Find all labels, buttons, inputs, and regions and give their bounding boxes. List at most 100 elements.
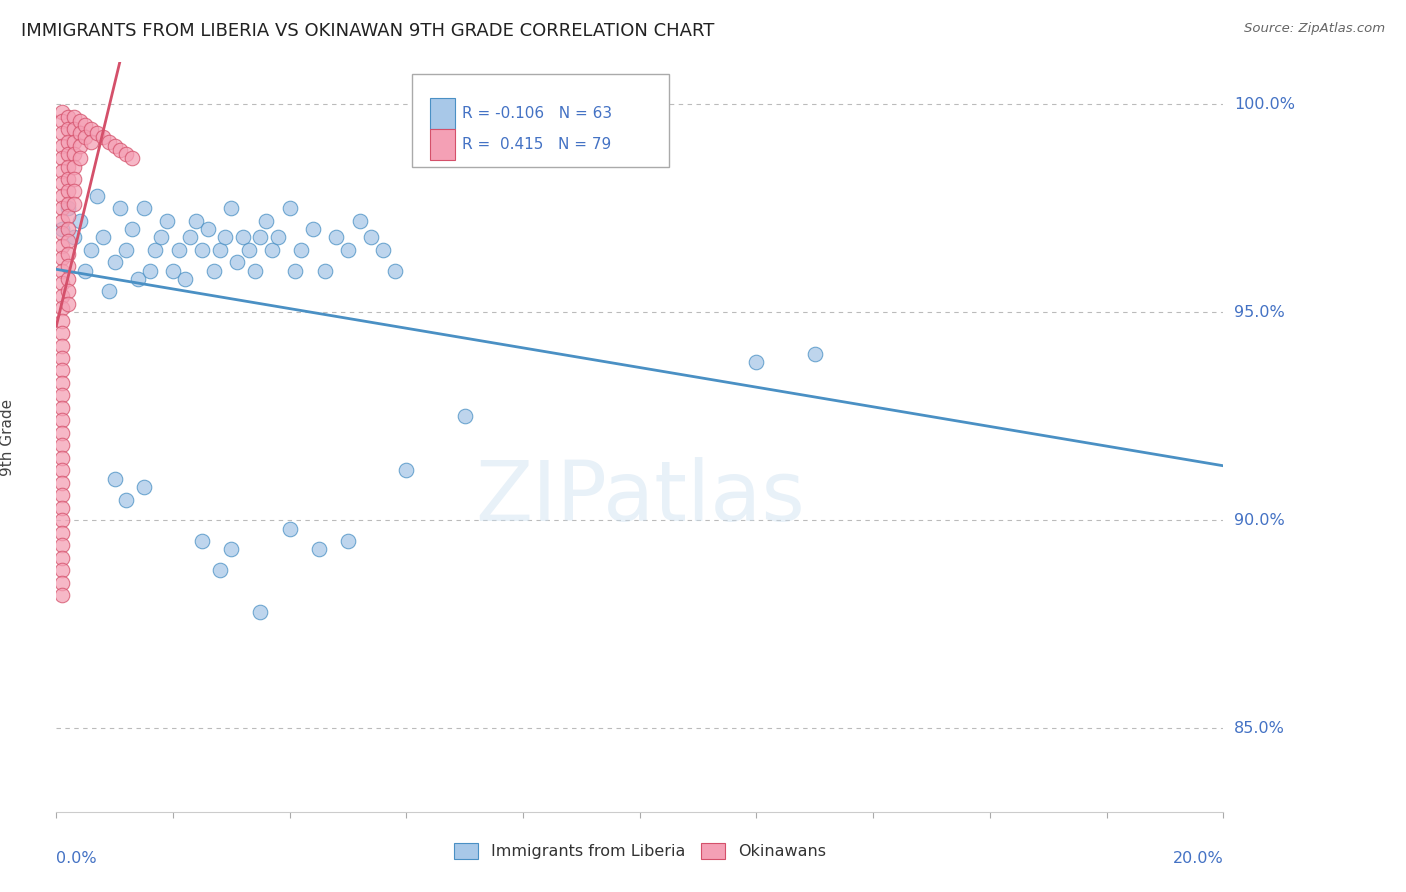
Point — [69, 213, 91, 227]
Point — [80, 135, 103, 149]
Point — [115, 147, 138, 161]
Point — [56, 197, 79, 211]
Point — [278, 522, 301, 536]
Point — [219, 201, 242, 215]
Point — [243, 263, 266, 277]
Text: 0.0%: 0.0% — [56, 851, 97, 865]
Bar — [430, 98, 456, 129]
Point — [51, 450, 73, 465]
Point — [51, 575, 73, 590]
Text: ZIPatlas: ZIPatlas — [475, 457, 804, 538]
Point — [51, 326, 73, 340]
Point — [51, 425, 73, 440]
Point — [56, 160, 79, 174]
Point — [249, 230, 271, 244]
Point — [69, 151, 91, 165]
Point — [62, 230, 84, 244]
Point — [51, 351, 73, 365]
Point — [395, 463, 418, 477]
Point — [62, 147, 84, 161]
Point — [51, 500, 73, 515]
Point — [249, 605, 271, 619]
Point — [56, 110, 79, 124]
Point — [238, 243, 260, 257]
Legend: Immigrants from Liberia, Okinawans: Immigrants from Liberia, Okinawans — [446, 835, 834, 867]
Point — [302, 222, 325, 236]
Text: Source: ZipAtlas.com: Source: ZipAtlas.com — [1244, 22, 1385, 36]
Point — [56, 222, 79, 236]
Point — [51, 151, 73, 165]
Point — [337, 243, 360, 257]
Point — [454, 409, 477, 424]
Point — [51, 401, 73, 415]
Point — [104, 255, 127, 269]
Point — [97, 135, 120, 149]
Point — [51, 251, 73, 265]
Point — [51, 388, 73, 402]
Point — [51, 222, 73, 236]
Point — [51, 138, 73, 153]
Point — [173, 272, 195, 286]
Point — [51, 301, 73, 315]
Point — [162, 263, 184, 277]
Point — [51, 226, 73, 240]
Point — [75, 130, 97, 145]
Point — [56, 247, 79, 261]
Point — [360, 230, 382, 244]
Point — [51, 588, 73, 602]
Point — [208, 243, 231, 257]
Text: R = -0.106   N = 63: R = -0.106 N = 63 — [463, 106, 613, 121]
Point — [290, 243, 312, 257]
Text: 90.0%: 90.0% — [1234, 513, 1285, 528]
Point — [62, 135, 84, 149]
Point — [804, 347, 827, 361]
Point — [254, 213, 277, 227]
Point — [62, 122, 84, 136]
Point — [104, 472, 127, 486]
Point — [56, 260, 79, 274]
Point — [51, 263, 73, 277]
Point — [349, 213, 371, 227]
Point — [51, 163, 73, 178]
Point — [214, 230, 236, 244]
Point — [97, 285, 120, 299]
Point — [51, 126, 73, 140]
Point — [267, 230, 290, 244]
Point — [186, 213, 208, 227]
Point — [56, 201, 79, 215]
Point — [75, 263, 97, 277]
Point — [132, 480, 155, 494]
Point — [51, 201, 73, 215]
Point — [51, 563, 73, 577]
Point — [80, 243, 103, 257]
Point — [51, 313, 73, 327]
Bar — [430, 129, 456, 161]
Point — [314, 263, 336, 277]
Point — [208, 563, 231, 577]
Text: R =  0.415   N = 79: R = 0.415 N = 79 — [463, 137, 612, 153]
Point — [202, 263, 225, 277]
Point — [56, 235, 79, 249]
Point — [191, 243, 214, 257]
Point — [56, 297, 79, 311]
Point — [62, 160, 84, 174]
Point — [62, 110, 84, 124]
Point — [56, 185, 79, 199]
Point — [371, 243, 394, 257]
Point — [278, 201, 301, 215]
Point — [115, 492, 138, 507]
Point — [219, 542, 242, 557]
Point — [86, 126, 108, 140]
Point — [62, 172, 84, 186]
Point — [91, 130, 114, 145]
Point — [51, 276, 73, 290]
Point — [51, 438, 73, 452]
Point — [91, 230, 114, 244]
Point — [384, 263, 406, 277]
Point — [51, 188, 73, 202]
Point — [62, 185, 84, 199]
Point — [51, 288, 73, 302]
FancyBboxPatch shape — [412, 74, 669, 168]
Point — [197, 222, 219, 236]
Text: IMMIGRANTS FROM LIBERIA VS OKINAWAN 9TH GRADE CORRELATION CHART: IMMIGRANTS FROM LIBERIA VS OKINAWAN 9TH … — [21, 22, 714, 40]
